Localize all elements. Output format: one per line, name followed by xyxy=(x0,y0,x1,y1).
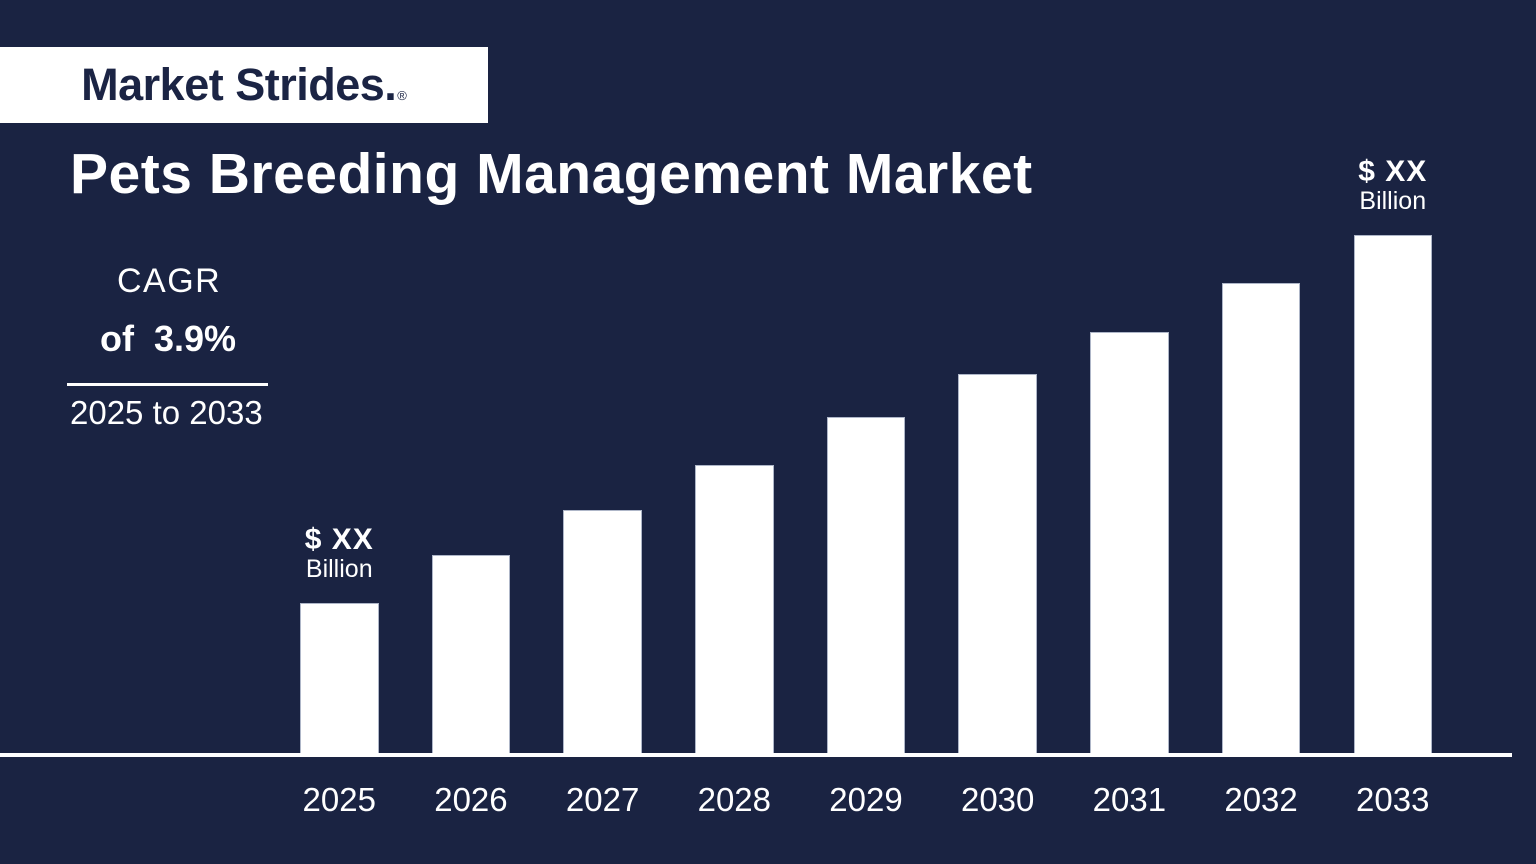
bar-2029 xyxy=(826,417,906,753)
bar-2033 xyxy=(1353,235,1432,753)
bar-2027 xyxy=(563,510,642,753)
page-title: Pets Breeding Management Market xyxy=(70,142,1033,206)
registered-trademark-icon: ® xyxy=(397,87,407,103)
x-axis-label-2030: 2030 xyxy=(960,781,1035,818)
logo-text: Market Strides. xyxy=(81,59,397,110)
x-axis-line xyxy=(0,753,1512,757)
bar-2030 xyxy=(958,374,1037,753)
bar-column-2028 xyxy=(695,0,774,753)
bar-column-2032 xyxy=(1221,0,1301,753)
x-axis-label-2029: 2029 xyxy=(829,781,903,818)
x-axis-label-2025: 2025 xyxy=(302,781,376,818)
bar-column-2031 xyxy=(1090,0,1169,753)
cagr-label: CAGR xyxy=(117,262,222,300)
bar-2025 xyxy=(300,603,379,753)
x-axis-label-2031: 2031 xyxy=(1092,781,1167,818)
bar-value-label: $ XX xyxy=(1358,155,1428,188)
x-axis-labels: 2025 2026 2027 2028 2029 2030 2031 2032 2033 xyxy=(300,783,1432,816)
cagr-divider xyxy=(67,383,268,386)
bar-column-2029 xyxy=(826,0,906,753)
x-axis-label-2028: 2028 xyxy=(697,781,772,818)
bar-value-annotation-2025: $ XX Billion xyxy=(305,524,374,583)
x-axis-label-2026: 2026 xyxy=(434,781,508,818)
bar-2028 xyxy=(695,465,774,753)
cagr-value: of 3.9% xyxy=(100,318,237,359)
x-axis-label-2032: 2032 xyxy=(1224,781,1298,818)
cagr-date-range: 2025 to 2033 xyxy=(70,394,263,431)
x-axis-label-2027: 2027 xyxy=(565,781,640,818)
bar-2026 xyxy=(431,555,511,753)
bar-column-2027 xyxy=(563,0,642,753)
bar-column-2025: $ XX Billion xyxy=(300,0,379,753)
bar-value-label: $ XX xyxy=(304,523,374,556)
bar-2031 xyxy=(1090,332,1169,753)
bar-unit-label: Billion xyxy=(1359,186,1427,215)
bar-series: $ XX Billion $ XX Billion xyxy=(300,0,1432,753)
bar-column-2033: $ XX Billion xyxy=(1353,0,1432,753)
bar-2032 xyxy=(1221,283,1301,753)
bar-chart: $ XX Billion $ XX Billion xyxy=(300,0,1432,753)
bar-column-2030 xyxy=(958,0,1037,753)
bar-column-2026 xyxy=(431,0,511,753)
bar-value-annotation-2033: $ XX Billion xyxy=(1358,156,1427,215)
bar-unit-label: Billion xyxy=(305,554,373,583)
logo: Market Strides. ® xyxy=(0,47,488,123)
x-axis-label-2033: 2033 xyxy=(1356,781,1430,818)
